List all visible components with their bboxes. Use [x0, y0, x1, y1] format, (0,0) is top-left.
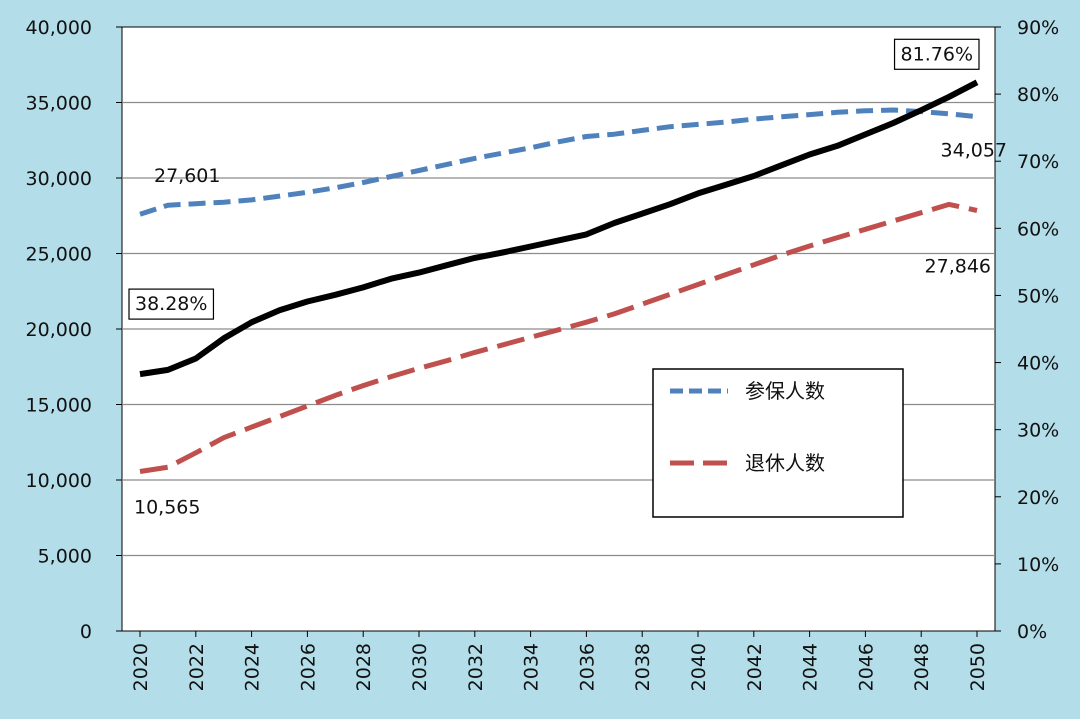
right-y-tick-label: 20% — [1017, 487, 1059, 509]
right-y-axis: 0% 10% 20% 30% 40% 50% 60% 70% 80% 90% — [995, 17, 1059, 643]
right-y-tick-label: 30% — [1017, 420, 1059, 442]
x-tick-label: 2042 — [744, 643, 766, 691]
left-y-tick-label: 35,000 — [26, 93, 92, 115]
data-label: 27,846 — [925, 256, 991, 278]
left-y-tick-label: 5,000 — [38, 546, 92, 568]
right-y-tick-label: 0% — [1017, 621, 1047, 643]
left-y-tick-label: 15,000 — [26, 395, 92, 417]
x-tick-label: 2034 — [521, 643, 543, 691]
legend-label-参保人数: 参保人数 — [745, 379, 825, 403]
data-label: 27,601 — [154, 165, 220, 187]
x-tick-label: 2032 — [465, 643, 487, 691]
left-y-axis: 0 5,000 10,000 15,000 20,000 25,000 30,000 35,0… — [26, 17, 122, 643]
series-lines — [139, 79, 979, 474]
x-tick-label: 2050 — [967, 643, 989, 691]
data-label-box — [128, 288, 215, 320]
x-axis: 2020 2022 2024 2026 2028 2030 2032 2034 2036 2038… — [130, 631, 989, 691]
left-y-tick-label: 30,000 — [26, 168, 92, 190]
x-tick-label: 2030 — [409, 643, 431, 691]
x-tick-label: 2038 — [632, 643, 654, 691]
legend-box — [652, 368, 904, 518]
data-label: 34,057 — [941, 140, 1007, 162]
x-tick-label: 2040 — [688, 643, 710, 691]
x-tick-label: 2022 — [186, 643, 208, 691]
right-y-tick-label: 40% — [1017, 353, 1059, 375]
x-tick-label: 2024 — [242, 643, 264, 691]
right-y-tick-label: 10% — [1017, 554, 1059, 576]
data-label-box — [893, 38, 980, 70]
x-tick-label: 2044 — [800, 643, 822, 691]
legend: 参保人数 退休人数 — [652, 368, 904, 518]
series-line-ratio — [139, 79, 979, 378]
right-y-tick-label: 70% — [1017, 151, 1059, 173]
data-label: 10,565 — [134, 496, 200, 518]
x-tick-label: 2046 — [855, 643, 877, 691]
series-line-退休人数 — [139, 201, 978, 474]
left-y-tick-label: 20,000 — [26, 319, 92, 341]
left-y-tick-label: 10,000 — [26, 470, 92, 492]
x-tick-label: 2036 — [576, 643, 598, 691]
x-tick-label: 2026 — [297, 643, 319, 691]
data-labels: 27,601 34,057 10,565 27,846 38.28% 81.76% — [128, 38, 1007, 518]
right-y-tick-label: 60% — [1017, 218, 1059, 240]
right-y-tick-label: 80% — [1017, 84, 1059, 106]
data-label: 38.28% — [135, 293, 207, 315]
x-tick-label: 2028 — [353, 643, 375, 691]
series-line-参保人数 — [139, 107, 978, 217]
right-y-tick-label: 90% — [1017, 17, 1059, 39]
left-y-tick-label: 40,000 — [26, 17, 92, 39]
x-tick-label: 2048 — [911, 643, 933, 691]
data-label: 81.76% — [901, 43, 973, 65]
left-y-tick-label: 25,000 — [26, 244, 92, 266]
left-y-tick-label: 0 — [80, 621, 92, 643]
right-y-tick-label: 50% — [1017, 285, 1059, 307]
legend-label-退休人数: 退休人数 — [745, 451, 825, 475]
x-tick-label: 2020 — [130, 643, 152, 691]
